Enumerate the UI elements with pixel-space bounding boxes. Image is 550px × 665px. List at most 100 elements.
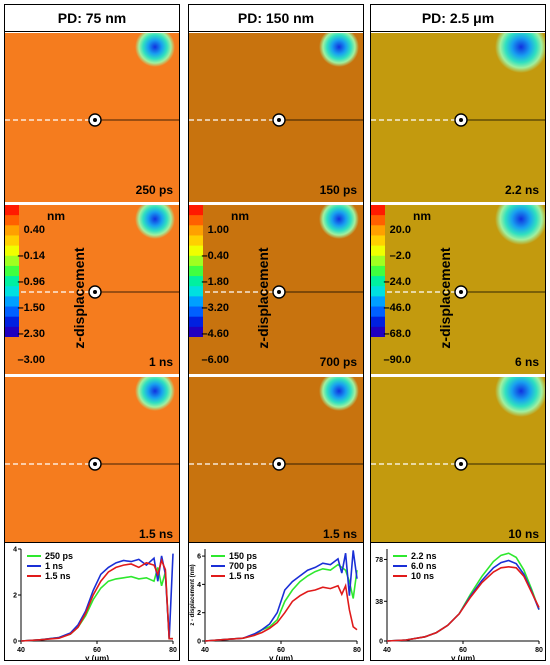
series-line — [386, 565, 540, 642]
heatmap-panel-2: nm 20.0 –2.0 –24.0 –46.0 –68.0 –90.0 z-d… — [371, 205, 545, 374]
legend: 150 ps 700 ps 1.5 ns — [211, 551, 257, 581]
colorbar-tick: –1.80 — [201, 276, 229, 288]
legend-entry: 6.0 ns — [393, 561, 437, 571]
colorbar-segment — [189, 286, 203, 297]
colorbar-tick: –0.40 — [201, 250, 229, 262]
panel-separator — [5, 374, 179, 377]
source-marker-dot — [93, 118, 97, 122]
colorbar-segment — [371, 306, 385, 318]
x-tick-label: 40 — [17, 647, 25, 654]
colorbar-segment — [189, 215, 203, 226]
colorbar-segment — [189, 306, 203, 318]
x-axis-label: y (μm) — [85, 654, 109, 661]
x-tick-label: 60 — [459, 647, 467, 654]
time-label: 250 ps — [135, 183, 173, 197]
heatmap-panel-2: nm 0.40 –0.14 –0.96 –1.50 –2.30 –3.00 z-… — [5, 205, 179, 374]
colorbar-segment — [5, 326, 19, 337]
colorbar-segment — [5, 265, 19, 277]
colorbar-tick: –4.60 — [201, 328, 229, 340]
x-tick-label: 60 — [93, 647, 101, 654]
line-plot: 40 60 80 0 38 78 y (μm) 2.2 ns 6.0 ns 10 ns — [371, 542, 545, 660]
colorbar-segment — [5, 205, 19, 216]
colorbar-segment — [189, 276, 203, 287]
x-tick-label: 80 — [535, 647, 543, 654]
heatmap-panel-3: 1.5 ns — [189, 377, 363, 546]
legend: 2.2 ns 6.0 ns 10 ns — [393, 551, 437, 581]
colorbar-segment — [189, 296, 203, 308]
heatmap — [189, 377, 363, 546]
colorbar-tick: –2.0 — [389, 250, 411, 262]
column-title: PD: 75 nm — [5, 5, 179, 32]
heatmap-panel-2: nm 1.00 –0.40 –1.80 –3.20 –4.60 –6.00 z-… — [189, 205, 363, 374]
colorbar-title: z-displacement — [437, 247, 453, 349]
y-tick-label: 0 — [379, 639, 383, 646]
y-tick-label: 6 — [197, 554, 201, 561]
heatmap-panel-3: 1.5 ns — [5, 377, 179, 546]
colorbar-segment — [5, 215, 19, 226]
colorbar-segment — [371, 245, 385, 257]
x-tick-label: 40 — [383, 647, 391, 654]
colorbar-segment — [5, 316, 19, 328]
time-label: 1.5 ns — [322, 527, 357, 541]
legend-entry: 1.5 ns — [211, 571, 257, 581]
colorbar-tick: –3.00 — [17, 354, 45, 366]
colorbar-segment — [189, 265, 203, 277]
line-chart: 40 60 80 0 2 4 y (μm) — [13, 547, 177, 661]
colorbar-segment — [5, 276, 19, 287]
x-tick-label: 40 — [201, 647, 209, 654]
source-marker-dot — [277, 290, 281, 294]
heatmap-panel-1: 250 ps — [5, 33, 179, 202]
heatmap-panel-1: 2.2 ns — [371, 33, 545, 202]
displacement-hotspot — [495, 205, 545, 245]
x-tick-label: 60 — [277, 647, 285, 654]
colorbar-segment — [371, 235, 385, 247]
y-tick-label: 38 — [375, 599, 383, 606]
colorbar-unit: nm — [231, 209, 249, 223]
panel-separator — [189, 374, 363, 377]
legend-swatch — [27, 565, 41, 567]
colorbar-tick: –6.00 — [201, 354, 229, 366]
x-tick-label: 80 — [353, 647, 361, 654]
heatmap — [371, 33, 545, 202]
panel-separator — [5, 202, 179, 205]
y-tick-label: 4 — [13, 547, 17, 554]
colorbar-segment — [371, 326, 385, 337]
colorbar-segment — [189, 235, 203, 247]
line-chart: 40 60 80 0 2 4 6 y (μm) z - displacement (nm) — [190, 549, 361, 660]
legend-swatch — [211, 565, 225, 567]
heatmap — [189, 33, 363, 202]
x-axis-label: y (μm) — [451, 654, 475, 661]
colorbar-tick: 20.0 — [389, 224, 411, 236]
time-label: 1.5 ns — [138, 527, 173, 541]
y-tick-label: 78 — [375, 557, 383, 564]
y-tick-label: 0 — [197, 639, 201, 646]
colorbar-segment — [371, 286, 385, 297]
colorbar-segment — [189, 225, 203, 236]
displacement-hotspot — [495, 377, 545, 417]
colorbar-tick: –3.20 — [201, 302, 229, 314]
column-title: PD: 2.5 μm — [371, 5, 545, 32]
column-pd-75nm: PD: 75 nm 250 ps nm 0.40 –0.14 –0.96 –1.… — [4, 4, 180, 661]
colorbar-title: z-displacement — [71, 247, 87, 349]
source-marker-dot — [277, 462, 281, 466]
source-marker-dot — [93, 462, 97, 466]
y-axis-label: z - displacement (nm) — [190, 564, 196, 625]
time-label: 1 ns — [148, 355, 173, 369]
y-tick-label: 2 — [13, 593, 17, 600]
colorbar-tick: –90.0 — [383, 354, 411, 366]
colorbar-tick: –0.96 — [17, 276, 45, 288]
heatmap — [371, 205, 545, 374]
colorbar-segment — [371, 276, 385, 287]
source-marker-dot — [277, 118, 281, 122]
colorbar-segment — [371, 205, 385, 216]
legend-swatch — [27, 575, 41, 577]
colorbar-segment — [371, 296, 385, 308]
column-title: PD: 150 nm — [189, 5, 363, 32]
time-label: 700 ps — [319, 355, 357, 369]
time-label: 6 ns — [514, 355, 539, 369]
colorbar-tick: –24.0 — [383, 276, 411, 288]
legend-entry: 1.5 ns — [27, 571, 73, 581]
heatmap — [5, 33, 179, 202]
colorbar-segment — [371, 255, 385, 267]
line-plot: 40 60 80 0 2 4 y (μm) 250 ps 1 ns 1.5 ns — [5, 542, 179, 660]
